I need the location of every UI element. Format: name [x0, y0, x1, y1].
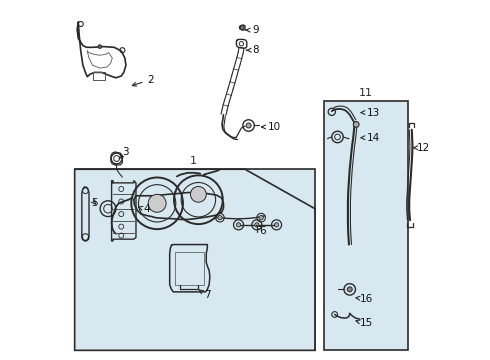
Text: 10: 10: [262, 122, 281, 132]
Bar: [74, 169, 315, 350]
Circle shape: [347, 287, 352, 292]
Circle shape: [98, 45, 101, 48]
Text: 16: 16: [356, 294, 373, 304]
Text: 5: 5: [92, 198, 98, 208]
Text: 1: 1: [190, 156, 196, 166]
Circle shape: [218, 216, 222, 220]
Circle shape: [236, 223, 241, 227]
Circle shape: [246, 123, 251, 128]
Bar: [324, 101, 408, 350]
Circle shape: [191, 186, 206, 202]
Circle shape: [148, 194, 166, 212]
Text: 2: 2: [132, 75, 154, 86]
Text: 6: 6: [256, 225, 266, 236]
Text: 4: 4: [138, 204, 150, 215]
Text: 14: 14: [361, 133, 380, 143]
Circle shape: [255, 223, 259, 227]
Text: 11: 11: [359, 88, 373, 98]
Polygon shape: [74, 169, 315, 350]
Circle shape: [274, 223, 279, 227]
Circle shape: [240, 26, 244, 30]
Circle shape: [353, 122, 359, 127]
Text: 3: 3: [119, 147, 128, 159]
Text: 15: 15: [356, 319, 373, 328]
Circle shape: [259, 216, 263, 220]
Text: 9: 9: [246, 25, 259, 35]
Text: 12: 12: [414, 143, 430, 153]
Text: 8: 8: [246, 45, 259, 55]
Text: 13: 13: [361, 108, 380, 118]
Text: 7: 7: [198, 289, 210, 301]
